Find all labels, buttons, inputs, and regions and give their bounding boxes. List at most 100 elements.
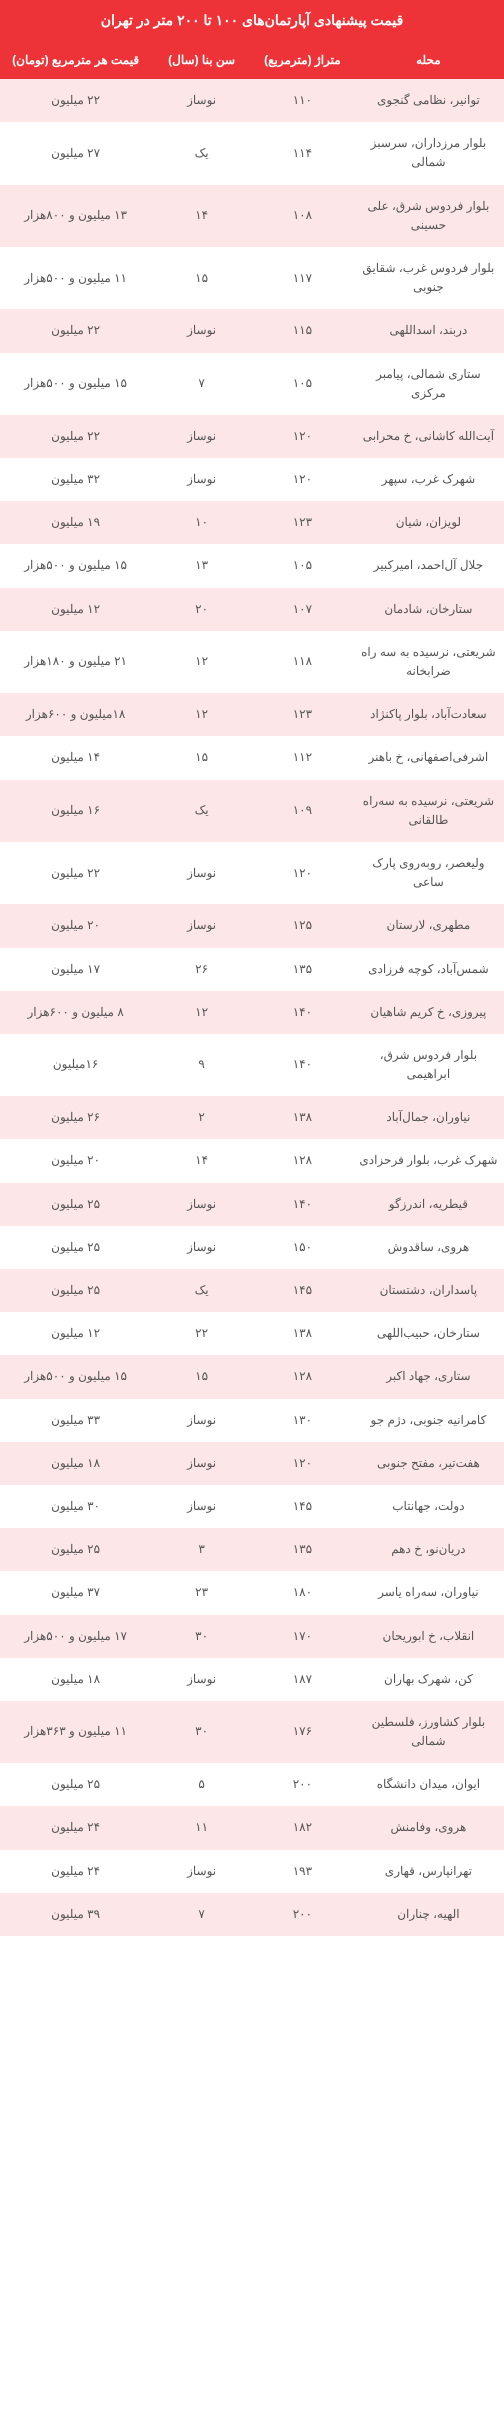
- cell-price: ۲۲ میلیون: [0, 415, 151, 458]
- cell-neighborhood: اشرفی‌اصفهانی، خ باهنر: [353, 736, 504, 779]
- cell-age: ۵: [151, 1763, 252, 1806]
- cell-age: نوساز: [151, 1442, 252, 1485]
- cell-neighborhood: هفت‌تیر، مفتح جنوبی: [353, 1442, 504, 1485]
- cell-price: ۲۲ میلیون: [0, 842, 151, 904]
- cell-neighborhood: دریان‌نو، خ دهم: [353, 1528, 504, 1571]
- table-row: شریعتی، نرسیده به سه‌راه طالقانی۱۰۹یک۱۶ …: [0, 780, 504, 842]
- cell-price: ۱۸میلیون و ۶۰۰هزار: [0, 693, 151, 736]
- cell-neighborhood: دربند، اسداللهی: [353, 309, 504, 352]
- cell-area: ۱۲۵: [252, 904, 353, 947]
- table-row: شمس‌آباد، کوچه فرزادی۱۳۵۲۶۱۷ میلیون: [0, 948, 504, 991]
- cell-area: ۱۸۲: [252, 1806, 353, 1849]
- cell-age: نوساز: [151, 1485, 252, 1528]
- cell-price: ۱۱ میلیون و ۳۶۳هزار: [0, 1701, 151, 1763]
- cell-area: ۱۴۵: [252, 1485, 353, 1528]
- cell-area: ۱۳۵: [252, 1528, 353, 1571]
- cell-neighborhood: لویزان، شیان: [353, 501, 504, 544]
- cell-area: ۱۴۰: [252, 1034, 353, 1096]
- table-row: کن، شهرک بهاران۱۸۷نوساز۱۸ میلیون: [0, 1658, 504, 1701]
- table-row: ولیعصر، روبه‌روی پارک ساعی۱۲۰نوساز۲۲ میل…: [0, 842, 504, 904]
- cell-price: ۳۰ میلیون: [0, 1485, 151, 1528]
- header-row: محله متراژ (مترمربع) سن بنا (سال) قیمت ه…: [0, 41, 504, 79]
- table-row: جلال آل‌احمد، امیرکبیر۱۰۵۱۳۱۵ میلیون و ۵…: [0, 544, 504, 587]
- cell-age: ۹: [151, 1034, 252, 1096]
- cell-age: ۷: [151, 353, 252, 415]
- cell-area: ۱۴۰: [252, 991, 353, 1034]
- cell-area: ۱۴۵: [252, 1269, 353, 1312]
- cell-price: ۲۲ میلیون: [0, 309, 151, 352]
- cell-neighborhood: آیت‌الله کاشانی، خ محرابی: [353, 415, 504, 458]
- cell-neighborhood: پاسداران، دشتستان: [353, 1269, 504, 1312]
- table-row: قیطریه، اندرزگو۱۴۰نوساز۲۵ میلیون: [0, 1183, 504, 1226]
- cell-area: ۱۳۰: [252, 1399, 353, 1442]
- col-neighborhood: محله: [353, 41, 504, 79]
- cell-neighborhood: کن، شهرک بهاران: [353, 1658, 504, 1701]
- table-row: الهیه، چناران۲۰۰۷۳۹ میلیون: [0, 1893, 504, 1936]
- cell-price: ۸ میلیون و ۶۰۰هزار: [0, 991, 151, 1034]
- cell-neighborhood: هروی، ساقدوش: [353, 1226, 504, 1269]
- cell-age: ۱۱: [151, 1806, 252, 1849]
- cell-neighborhood: ولیعصر، روبه‌روی پارک ساعی: [353, 842, 504, 904]
- cell-price: ۱۵ میلیون و ۵۰۰هزار: [0, 1355, 151, 1398]
- cell-price: ۱۷ میلیون: [0, 948, 151, 991]
- cell-price: ۱۹ میلیون: [0, 501, 151, 544]
- cell-age: ۲۲: [151, 1312, 252, 1355]
- table-row: پاسداران، دشتستان۱۴۵یک۲۵ میلیون: [0, 1269, 504, 1312]
- cell-neighborhood: توانیر، نظامی گنجوی: [353, 79, 504, 122]
- cell-neighborhood: بلوار فردوس شرق، ابراهیمی: [353, 1034, 504, 1096]
- cell-area: ۱۹۳: [252, 1850, 353, 1893]
- cell-neighborhood: ایوان، میدان دانشگاه: [353, 1763, 504, 1806]
- cell-price: ۱۵ میلیون و ۵۰۰هزار: [0, 353, 151, 415]
- price-table-container: قیمت پیشنهادی آپارتمان‌های ۱۰۰ تا ۲۰۰ مت…: [0, 0, 504, 1936]
- cell-neighborhood: هروی، وفامنش: [353, 1806, 504, 1849]
- cell-price: ۱۴ میلیون: [0, 736, 151, 779]
- table-row: انقلاب، خ ابوریحان۱۷۰۳۰۱۷ میلیون و ۵۰۰هز…: [0, 1615, 504, 1658]
- table-row: شریعتی، نرسیده به سه راه ضرابخانه۱۱۸۱۲۲۱…: [0, 631, 504, 693]
- cell-neighborhood: بلوار فردوس شرق، علی حسینی: [353, 185, 504, 247]
- cell-age: ۳۰: [151, 1701, 252, 1763]
- cell-area: ۱۲۰: [252, 842, 353, 904]
- cell-area: ۱۲۸: [252, 1355, 353, 1398]
- table-row: مطهری، لارستان۱۲۵نوساز۲۰ میلیون: [0, 904, 504, 947]
- cell-price: ۲۵ میلیون: [0, 1183, 151, 1226]
- table-row: پیروزی، خ کریم شاهیان۱۴۰۱۲۸ میلیون و ۶۰۰…: [0, 991, 504, 1034]
- cell-age: ۱۲: [151, 631, 252, 693]
- cell-age: ۲۰: [151, 588, 252, 631]
- cell-price: ۳۳ میلیون: [0, 1399, 151, 1442]
- cell-age: نوساز: [151, 1183, 252, 1226]
- cell-price: ۳۲ میلیون: [0, 458, 151, 501]
- cell-neighborhood: ستارخان، شادمان: [353, 588, 504, 631]
- col-area: متراژ (مترمربع): [252, 41, 353, 79]
- table-row: ستارخان، شادمان۱۰۷۲۰۱۲ میلیون: [0, 588, 504, 631]
- cell-neighborhood: کامرانیه جنوبی، دژم جو: [353, 1399, 504, 1442]
- table-row: ایوان، میدان دانشگاه۲۰۰۵۲۵ میلیون: [0, 1763, 504, 1806]
- cell-neighborhood: جلال آل‌احمد، امیرکبیر: [353, 544, 504, 587]
- cell-neighborhood: دولت، جهانتاب: [353, 1485, 504, 1528]
- cell-price: ۱۵ میلیون و ۵۰۰هزار: [0, 544, 151, 587]
- cell-neighborhood: شمس‌آباد، کوچه فرزادی: [353, 948, 504, 991]
- cell-neighborhood: شریعتی، نرسیده به سه‌راه طالقانی: [353, 780, 504, 842]
- cell-area: ۱۱۵: [252, 309, 353, 352]
- cell-area: ۱۰۵: [252, 353, 353, 415]
- cell-age: ۱۰: [151, 501, 252, 544]
- table-row: نیاوران، جمال‌آباد۱۳۸۲۲۶ میلیون: [0, 1096, 504, 1139]
- table-row: بلوار فردوس غرب، شقایق جنوبی۱۱۷۱۵۱۱ میلی…: [0, 247, 504, 309]
- table-row: دربند، اسداللهی۱۱۵نوساز۲۲ میلیون: [0, 309, 504, 352]
- table-row: شهرک غرب، بلوار فرحزادی۱۲۸۱۴۲۰ میلیون: [0, 1139, 504, 1182]
- cell-area: ۱۵۰: [252, 1226, 353, 1269]
- cell-area: ۱۳۸: [252, 1312, 353, 1355]
- cell-price: ۱۲ میلیون: [0, 588, 151, 631]
- cell-neighborhood: شهرک غرب، بلوار فرحزادی: [353, 1139, 504, 1182]
- cell-area: ۱۰۹: [252, 780, 353, 842]
- cell-neighborhood: مطهری، لارستان: [353, 904, 504, 947]
- cell-neighborhood: بلوار مرزداران، سرسبز شمالی: [353, 122, 504, 184]
- cell-price: ۱۶میلیون: [0, 1034, 151, 1096]
- table-title: قیمت پیشنهادی آپارتمان‌های ۱۰۰ تا ۲۰۰ مت…: [0, 0, 504, 41]
- table-row: کامرانیه جنوبی، دژم جو۱۳۰نوساز۳۳ میلیون: [0, 1399, 504, 1442]
- price-table: محله متراژ (مترمربع) سن بنا (سال) قیمت ه…: [0, 41, 504, 1936]
- cell-area: ۱۴۰: [252, 1183, 353, 1226]
- cell-price: ۲۴ میلیون: [0, 1806, 151, 1849]
- table-row: دریان‌نو، خ دهم۱۳۵۳۲۵ میلیون: [0, 1528, 504, 1571]
- table-row: تهرانپارس، قهاری۱۹۳نوساز۲۴ میلیون: [0, 1850, 504, 1893]
- table-row: ستارخان، حبیب‌اللهی۱۳۸۲۲۱۲ میلیون: [0, 1312, 504, 1355]
